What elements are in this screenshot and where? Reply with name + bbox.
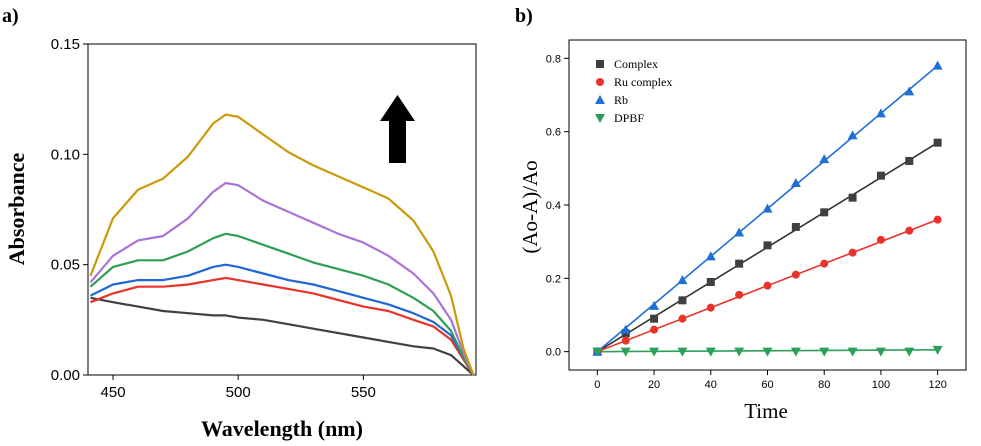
x-tick-label: 500 <box>226 384 251 401</box>
spectra-lines <box>89 113 475 376</box>
data-point-triangle-up <box>790 178 801 187</box>
data-point-square <box>678 296 687 305</box>
y-tick-label: 0.10 <box>51 146 80 163</box>
data-point-circle <box>763 281 772 290</box>
legend-label: Ru complex <box>614 75 672 89</box>
data-point-square <box>905 157 914 165</box>
panel-label-a: a) <box>2 5 19 27</box>
data-point-triangle-down <box>705 347 716 357</box>
data-point-square <box>763 241 772 250</box>
spectrum-line-2 <box>90 276 475 376</box>
x-tick-label: 120 <box>928 379 946 391</box>
absorbance-chart: 450 500 550 0.00 0.05 0.10 0.15 Wavelength (nm… <box>4 36 477 441</box>
legend-label: DPBF <box>614 111 644 125</box>
legend: Complex Ru complex Rb DPBF <box>595 57 672 125</box>
data-point-triangle-up <box>677 275 688 285</box>
x-tick-label: 80 <box>818 379 830 391</box>
data-point-square <box>735 259 744 268</box>
data-point-square <box>848 193 857 202</box>
data-point-triangle-down <box>677 347 688 357</box>
data-point-triangle-down <box>904 347 915 357</box>
data-point-triangle-down <box>734 347 745 357</box>
data-point-square <box>706 278 715 286</box>
legend-label: Complex <box>614 57 658 71</box>
x-tick-label: 100 <box>872 379 890 391</box>
x-axis-title-b: Time <box>744 399 788 423</box>
data-point-circle <box>933 215 942 224</box>
legend-label: Rb <box>614 93 628 107</box>
data-point-circle <box>905 226 914 235</box>
spectrum-line-3 <box>90 263 475 376</box>
data-point-triangle-up <box>819 154 830 164</box>
data-point-triangle-up <box>620 324 631 334</box>
x-tick-label: 450 <box>101 384 126 401</box>
data-point-circle <box>678 314 687 323</box>
legend-marker-circle <box>596 78 604 86</box>
data-point-triangle-down <box>932 345 943 355</box>
y-axis-title-a: Absorbance <box>4 153 29 266</box>
data-point-square <box>820 208 829 217</box>
data-point-square <box>933 138 942 147</box>
plot-frame-a <box>87 43 477 376</box>
data-point-circle <box>820 259 829 268</box>
data-point-square <box>876 171 885 180</box>
data-point-circle <box>621 336 630 345</box>
data-point-triangle-up <box>649 300 660 310</box>
panel-label-b: b) <box>515 5 533 27</box>
data-point-triangle-up <box>875 108 886 118</box>
data-point-circle <box>735 290 744 299</box>
data-point-circle <box>650 325 659 334</box>
y-tick-label: 0.05 <box>51 257 80 274</box>
data-point-circle <box>706 303 715 312</box>
data-point-triangle-down <box>819 347 830 357</box>
data-point-triangle-down <box>592 347 603 357</box>
y-tick-label: 0.15 <box>51 36 80 53</box>
axis-ticks-b: 0 20 40 60 80 100 120 0.0 0.2 0.4 0.6 0.8 <box>546 53 947 391</box>
data-point-triangle-down <box>649 347 660 357</box>
data-point-triangle-up <box>734 227 745 237</box>
data-point-triangle-down <box>790 347 801 357</box>
y-tick-label: 0.6 <box>546 127 561 139</box>
data-point-triangle-down <box>847 347 858 357</box>
data-point-triangle-down <box>620 347 631 357</box>
data-point-circle <box>848 248 857 257</box>
spectrum-line-5 <box>89 181 475 376</box>
data-point-circle <box>876 235 885 244</box>
axis-ticks-a: 450 500 550 0.00 0.05 0.10 0.15 <box>51 36 376 401</box>
legend-marker-triangle-up <box>595 95 605 104</box>
x-tick-label: 40 <box>705 379 717 391</box>
legend-marker-square <box>596 60 604 68</box>
y-tick-label: 0.00 <box>51 367 80 384</box>
data-point-triangle-down <box>762 347 773 357</box>
up-arrow-icon <box>380 95 415 163</box>
data-point-square <box>650 314 659 323</box>
y-tick-label: 0.4 <box>546 200 561 212</box>
spectrum-line-1 <box>90 296 475 376</box>
y-tick-label: 0.2 <box>546 273 561 285</box>
data-point-triangle-up <box>904 86 915 96</box>
data-points <box>592 60 943 357</box>
x-axis-title-a: Wavelength (nm) <box>201 416 363 441</box>
x-tick-label: 550 <box>351 384 376 401</box>
data-point-triangle-down <box>875 347 886 357</box>
x-tick-label: 20 <box>648 379 660 391</box>
data-point-triangle-up <box>762 203 773 213</box>
y-axis-title-b: (Ao-A)/Ao <box>518 160 542 253</box>
data-point-triangle-up <box>705 251 716 261</box>
x-tick-label: 0 <box>594 379 600 391</box>
y-tick-label: 0.8 <box>546 53 561 65</box>
legend-marker-triangle-down <box>595 114 605 123</box>
data-point-triangle-up <box>932 60 943 70</box>
spectrum-line-6 <box>89 113 475 376</box>
data-point-triangle-up <box>847 130 858 140</box>
x-tick-label: 60 <box>761 379 773 391</box>
data-point-square <box>791 223 800 231</box>
y-tick-label: 0.0 <box>546 347 561 359</box>
data-point-circle <box>791 270 800 279</box>
kinetics-chart: 0 20 40 60 80 100 120 0.0 0.2 0.4 0.6 0.8 Complex Ru… <box>518 39 967 423</box>
spectrum-line-4 <box>89 232 475 376</box>
